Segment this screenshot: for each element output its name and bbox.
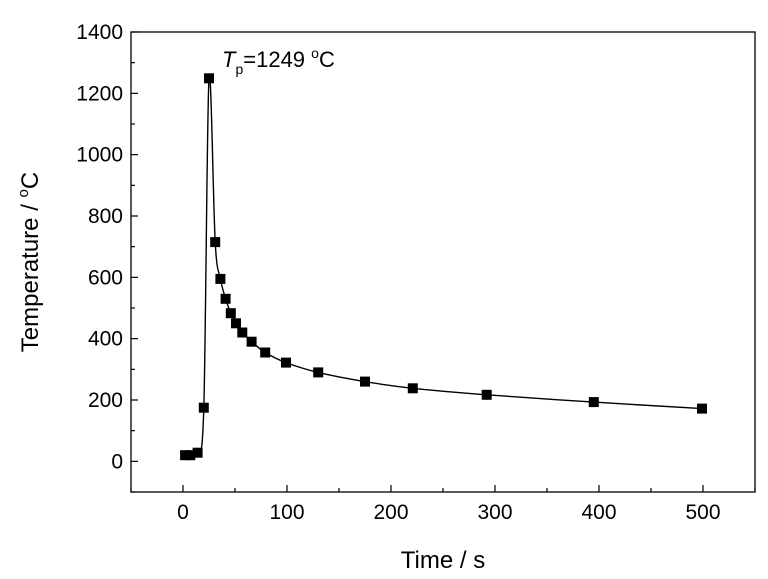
data-point (360, 376, 370, 387)
y-tick-label: 1000 (76, 144, 123, 167)
data-point (246, 336, 257, 347)
data-point (210, 237, 221, 248)
y-tick-label: 0 (111, 450, 123, 473)
series-markers (180, 73, 707, 461)
x-tick-label: 400 (581, 501, 616, 524)
data-point (697, 403, 707, 414)
data-point (215, 273, 226, 284)
series-line (185, 74, 703, 458)
data-point (260, 347, 271, 358)
plot-frame (130, 31, 756, 493)
x-tick-label: 0 (177, 501, 189, 524)
peak-temperature-annotation: Tp=1249 oC (222, 45, 335, 77)
data-point (192, 447, 203, 458)
data-point (231, 318, 241, 329)
data-point (407, 383, 418, 394)
axis-ticks (130, 31, 756, 493)
data-point (180, 450, 191, 461)
x-tick-label: 100 (269, 501, 304, 524)
data-point (237, 327, 248, 338)
y-tick-label: 600 (88, 266, 123, 289)
y-tick-label: 800 (88, 205, 123, 228)
y-tick-label: 200 (88, 389, 123, 412)
data-point (220, 293, 231, 304)
data-point (198, 402, 209, 413)
y-tick-label: 1400 (76, 21, 123, 44)
tick-labels: 0 100 200 300 400 500 0 200 400 600 800 1000 1200 140… (76, 21, 720, 524)
x-tick-label: 200 (373, 501, 408, 524)
y-tick-label: 1200 (76, 82, 123, 105)
data-point (588, 397, 599, 408)
data-point (281, 357, 291, 368)
x-tick-label: 300 (477, 501, 512, 524)
data-point (481, 389, 492, 400)
data-point (185, 450, 196, 461)
y-axis-title: Temperature / oC (15, 172, 44, 352)
x-tick-label: 500 (685, 501, 720, 524)
data-point (204, 73, 214, 84)
x-axis-title: Time / s (401, 547, 485, 574)
data-point (313, 367, 324, 378)
data-point (225, 308, 236, 319)
y-tick-label: 400 (88, 328, 123, 351)
